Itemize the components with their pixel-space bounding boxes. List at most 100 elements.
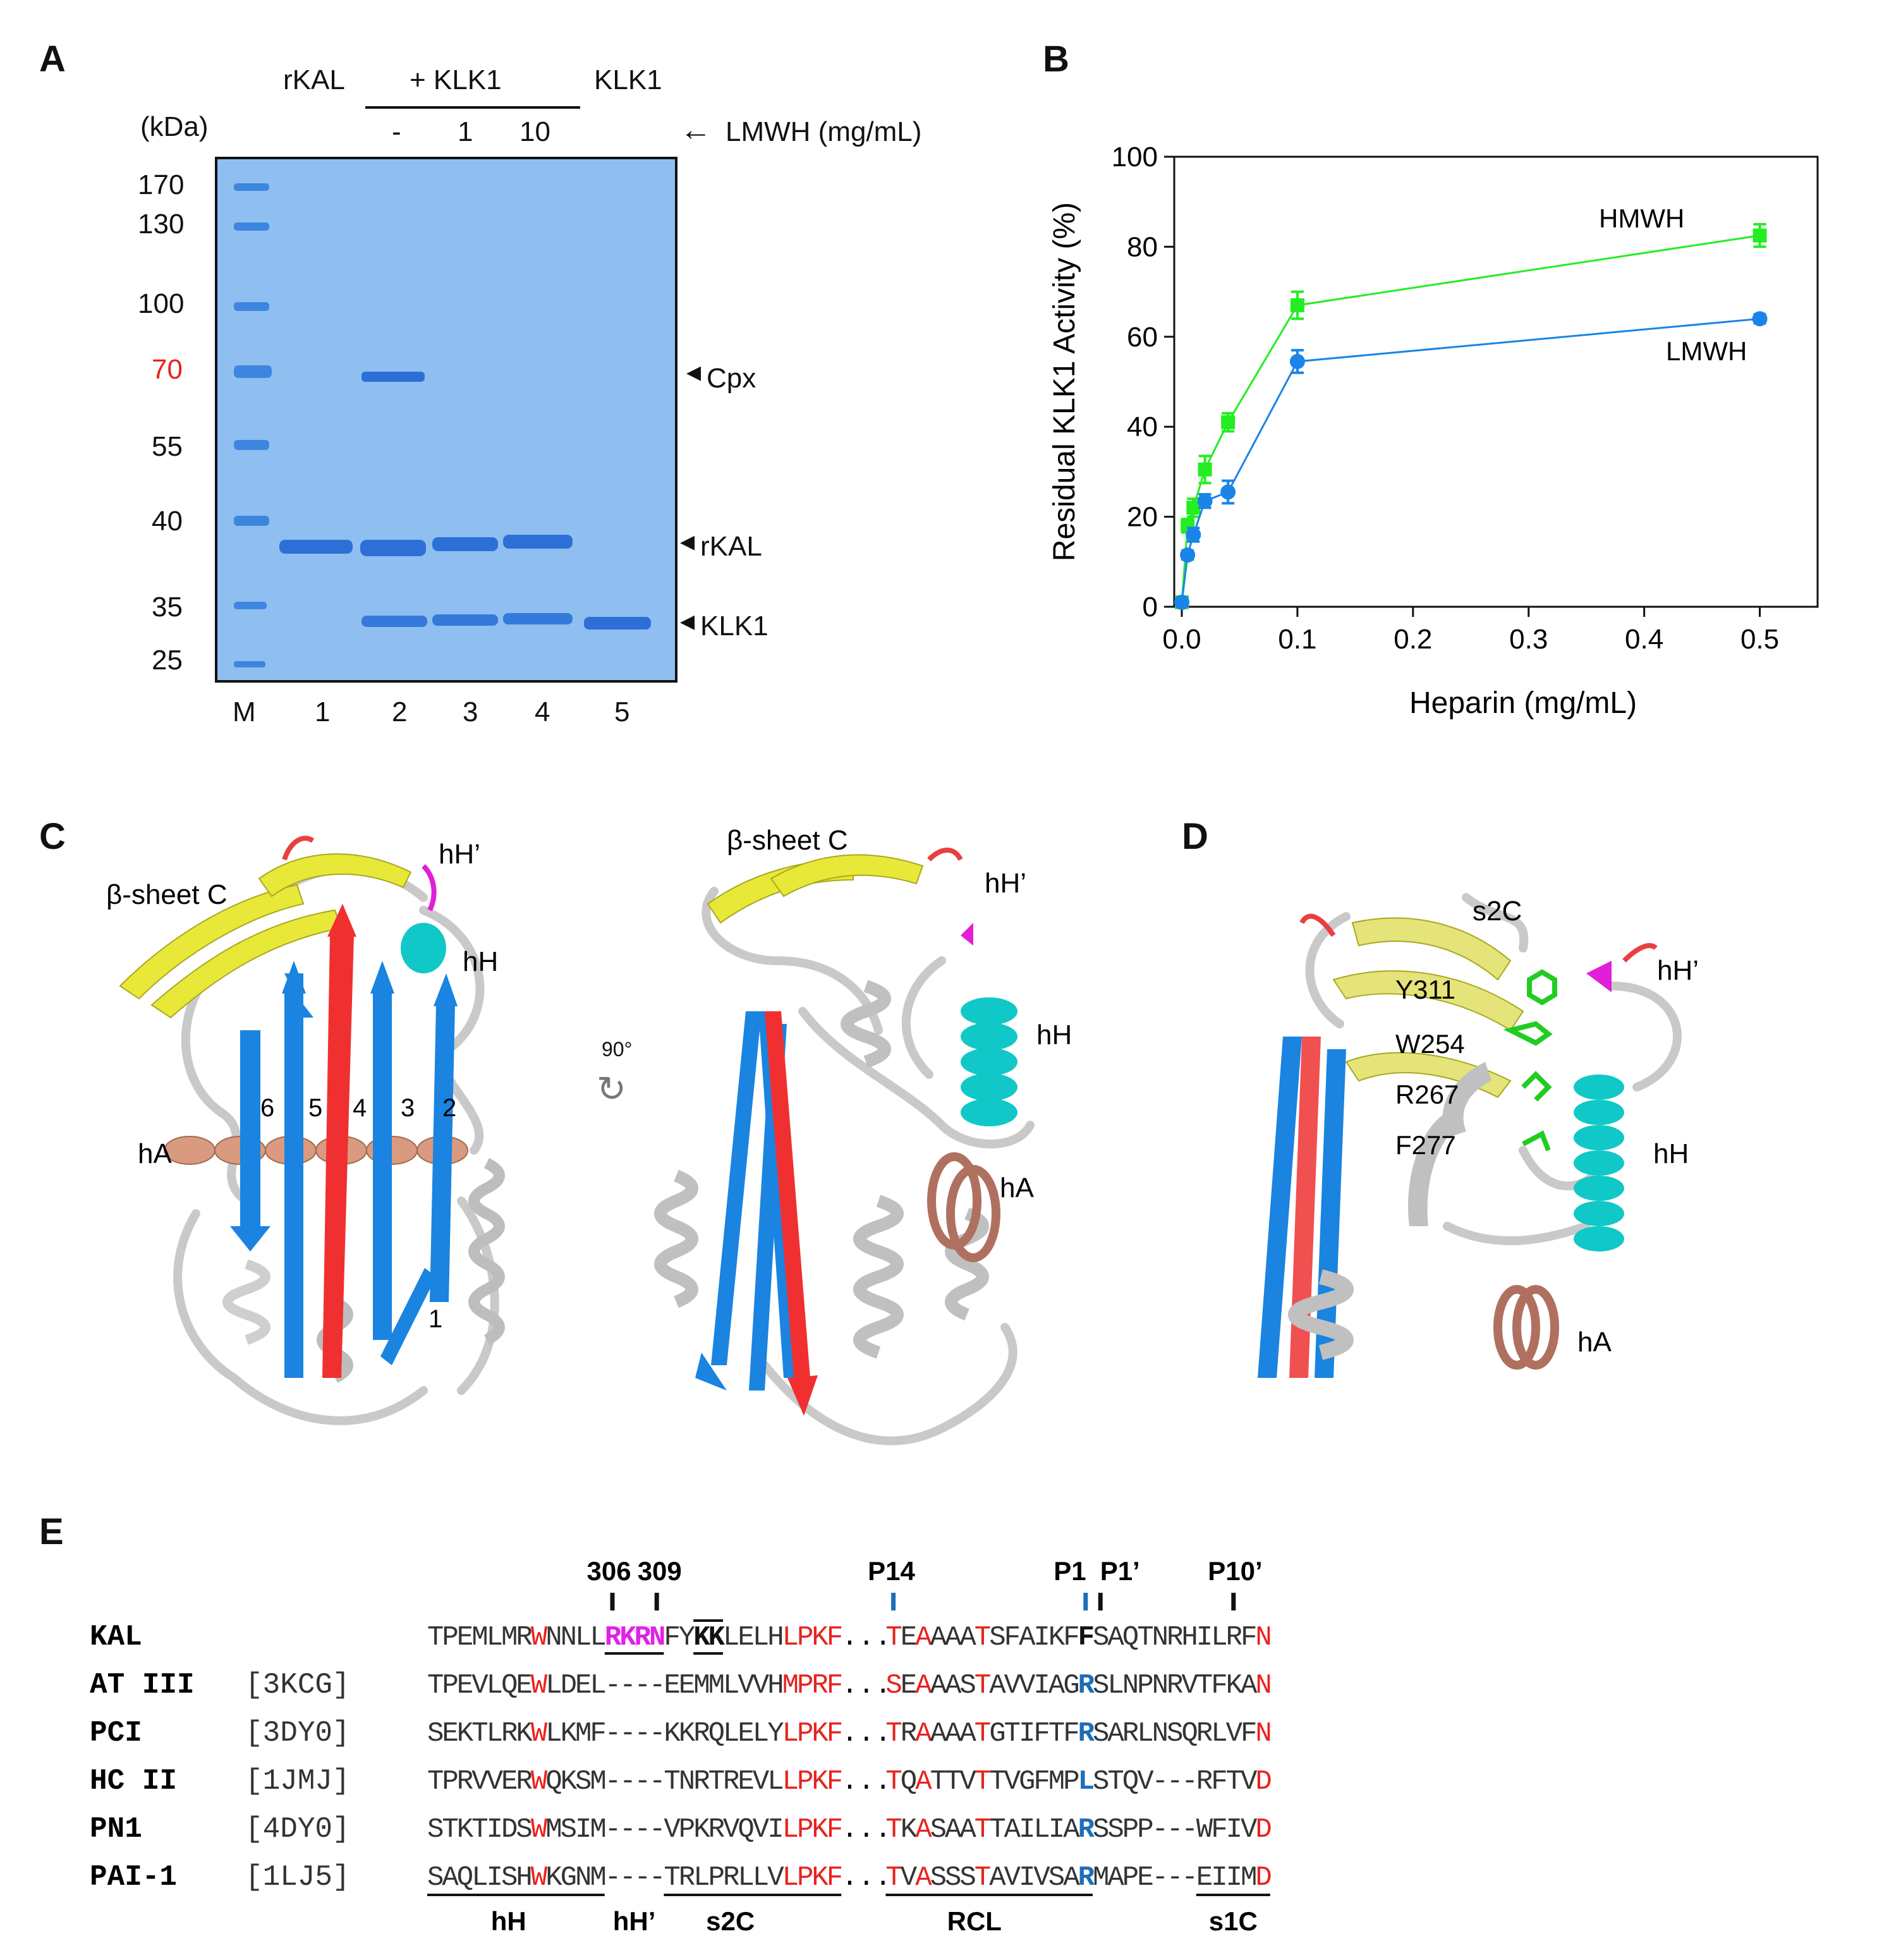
data-point-lmwh — [1289, 353, 1305, 369]
label-hh-prime-right: hH’ — [985, 868, 1026, 899]
gel-image — [215, 157, 677, 683]
band-label-klk1: KLK1 — [700, 611, 768, 642]
protein-name: PCI — [90, 1717, 142, 1750]
data-point-hmwh — [1221, 415, 1236, 430]
data-point-hmwh — [1290, 298, 1304, 312]
pdb-code: [3KCG] — [245, 1669, 350, 1701]
lane-label: M — [233, 697, 256, 727]
data-point-hmwh — [1186, 501, 1201, 515]
gel-label-plus-klk1: + KLK1 — [410, 64, 502, 95]
x-tick-label: 0.2 — [1394, 624, 1432, 655]
marker-tick — [891, 1593, 896, 1610]
strand-label: 1 — [428, 1305, 442, 1333]
panel-label-b: B — [1043, 39, 1069, 80]
lane-label: 3 — [463, 697, 478, 727]
marker-size-label: 40 — [152, 506, 183, 537]
pdb-code: [3DY0] — [245, 1717, 350, 1750]
data-point-lmwh — [1220, 484, 1236, 500]
protein-name: AT III — [90, 1669, 195, 1701]
sequence-segment-1: TPEMLMRWNNLLRKRNFYKKLELHLPKF — [427, 1622, 843, 1653]
gel-label-klk1: KLK1 — [594, 64, 662, 95]
marker-size-label: 25 — [152, 645, 183, 676]
region-label: s1C — [1209, 1906, 1258, 1936]
region-label: hH — [491, 1906, 526, 1936]
chart-ylabel: Residual KLK1 Activity (%) — [1048, 202, 1081, 561]
label-hh: hH — [463, 946, 498, 977]
legend-lmwh: LMWH — [1666, 336, 1747, 366]
sequence-segment-2: TRAAAATGTIFTFRSARLNSQRLVFN — [885, 1718, 1272, 1750]
x-tick-label: 0.5 — [1740, 624, 1779, 655]
label-hh-d: hH — [1653, 1138, 1689, 1169]
sequence-segment-2: TVASSSTAVIVSARMAPE---EIIMD — [885, 1862, 1272, 1894]
region-label: RCL — [947, 1906, 1002, 1936]
x-tick-label: 0.1 — [1278, 624, 1316, 655]
sequence-segment-2: TKASAATTAILIARSSPP---WFIVD — [885, 1814, 1272, 1846]
strand-label: 2 — [442, 1094, 456, 1122]
residue-label: W254 — [1395, 1029, 1465, 1059]
band-marker-icon: ◀ — [686, 362, 702, 383]
marker-label-m309: 309 — [638, 1556, 682, 1586]
residue-label: R267 — [1395, 1080, 1459, 1109]
residue-label: Y311 — [1395, 975, 1455, 1004]
sequence-segment-1: STKTIDSWMSIM----VPKRVQVILPKF — [427, 1814, 843, 1846]
x-tick-label: 0.4 — [1625, 624, 1663, 655]
gap-dots: ... — [841, 1718, 891, 1750]
label-hh-prime-d: hH’ — [1657, 955, 1699, 986]
marker-label-p10p: P10’ — [1208, 1556, 1262, 1586]
marker-size-label: 100 — [138, 288, 185, 319]
y-tick-label: 40 — [1127, 411, 1158, 442]
data-point-lmwh — [1180, 547, 1196, 563]
sequence-segment-2: SEAAASTAVVIAGRSLNPNRVTFKAN — [885, 1670, 1272, 1701]
protein-name: PAI-1 — [90, 1861, 177, 1894]
label-beta-sheet-c-right: β-sheet C — [727, 825, 848, 856]
x-tick-label: 0.3 — [1509, 624, 1548, 655]
pdb-code: [1JMJ] — [245, 1765, 350, 1798]
sequence-segment-2: TQATTVTTVGFMPLSTQV---RFTVD — [885, 1766, 1272, 1798]
y-tick-label: 100 — [1112, 142, 1158, 173]
kda-label: (kDa) — [140, 111, 209, 142]
gap-dots: ... — [841, 1862, 891, 1894]
marker-tick — [1098, 1593, 1103, 1610]
left-arrow-icon: ← — [680, 112, 712, 147]
marker-tick — [654, 1593, 659, 1610]
label-hh-prime: hH’ — [439, 839, 480, 870]
gap-dots: ... — [841, 1670, 891, 1701]
marker-size-label: 170 — [138, 169, 185, 200]
label-ha-right: hA — [1000, 1172, 1034, 1203]
lane-label: 5 — [614, 697, 630, 727]
lane-label: 2 — [392, 697, 408, 727]
structure-d: s2C hH’ hH hA Y311 W254 R267 F277 — [1258, 893, 1699, 1378]
band-label-rkal: rKAL — [700, 531, 762, 562]
data-point-lmwh — [1752, 311, 1768, 327]
y-tick-label: 0 — [1143, 592, 1158, 623]
band-label-cpx: Cpx — [707, 363, 756, 394]
data-point-hmwh — [1752, 228, 1767, 243]
gap-dots: ... — [841, 1814, 891, 1846]
y-tick-label: 60 — [1127, 322, 1158, 353]
marker-size-label-highlight: 70 — [152, 354, 183, 385]
label-ha-d: hA — [1577, 1327, 1612, 1358]
residue-label: F277 — [1395, 1130, 1456, 1160]
region-label: s2C — [706, 1906, 755, 1936]
marker-size-label: 55 — [152, 431, 183, 462]
strand-label: 4 — [353, 1094, 367, 1122]
sequence-segment-1: TPEVLQEWLDEL----EEMMLVVHMPRF — [427, 1670, 843, 1701]
data-point-lmwh — [1197, 493, 1213, 509]
strand-label: 3 — [401, 1094, 415, 1122]
gap-dots: ... — [841, 1622, 891, 1653]
label-ha: hA — [138, 1138, 172, 1169]
gel-panel: rKAL + KLK1 KLK1 - 1 10 ← LMWH (mg/mL) (… — [0, 0, 973, 758]
region-label: hH’ — [613, 1906, 656, 1936]
marker-label-p1: P1 — [1054, 1556, 1086, 1586]
x-tick-label: 0.0 — [1162, 624, 1201, 655]
panel-label-c: C — [39, 816, 66, 857]
marker-label-p1p: P1’ — [1100, 1556, 1140, 1586]
marker-tick — [1231, 1593, 1236, 1610]
panel-label-a: A — [39, 39, 66, 80]
lane-label: 4 — [535, 697, 550, 727]
rotate-arrow-icon: ↻ — [597, 1069, 626, 1109]
protein-name: HC II — [90, 1765, 177, 1798]
marker-size-label: 35 — [152, 592, 183, 623]
marker-tick — [1083, 1593, 1088, 1610]
series-line-hmwh — [1181, 234, 1760, 602]
